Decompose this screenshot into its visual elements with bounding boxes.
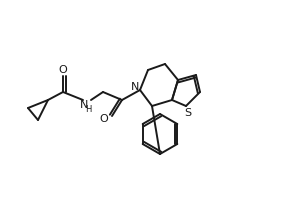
Text: N: N: [80, 100, 88, 110]
Text: H: H: [85, 106, 91, 114]
Text: S: S: [184, 108, 192, 118]
Text: O: O: [100, 114, 108, 124]
Text: O: O: [58, 65, 68, 75]
Text: N: N: [131, 82, 139, 92]
